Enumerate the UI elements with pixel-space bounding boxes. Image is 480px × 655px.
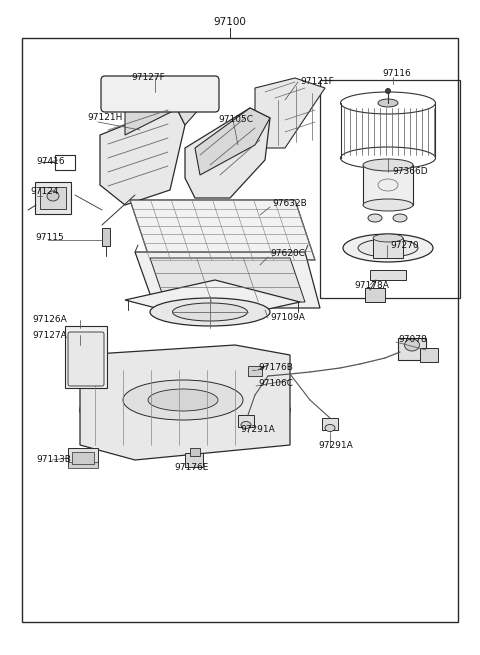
Polygon shape xyxy=(185,108,270,198)
Polygon shape xyxy=(125,280,300,322)
Ellipse shape xyxy=(150,298,270,326)
Bar xyxy=(68,462,98,468)
Ellipse shape xyxy=(385,88,391,94)
Bar xyxy=(248,366,262,376)
Polygon shape xyxy=(255,78,325,148)
Ellipse shape xyxy=(373,234,403,242)
Bar xyxy=(40,187,66,209)
Ellipse shape xyxy=(368,214,382,222)
Text: 97632B: 97632B xyxy=(272,200,307,208)
Bar xyxy=(102,228,110,246)
Text: 97127F: 97127F xyxy=(131,73,165,83)
Ellipse shape xyxy=(241,422,251,428)
Polygon shape xyxy=(135,252,320,308)
Bar xyxy=(68,448,98,466)
Polygon shape xyxy=(175,88,200,125)
Bar xyxy=(320,80,460,298)
Text: 97115: 97115 xyxy=(35,233,64,242)
Bar xyxy=(363,165,413,205)
Text: 97416: 97416 xyxy=(36,157,65,166)
Bar xyxy=(420,348,438,362)
Text: 97127A: 97127A xyxy=(32,331,67,339)
Text: 97121F: 97121F xyxy=(300,77,334,86)
Text: 97291A: 97291A xyxy=(318,441,353,449)
Polygon shape xyxy=(195,108,270,175)
Text: 97113B: 97113B xyxy=(36,455,71,464)
Text: 97116: 97116 xyxy=(382,69,411,77)
Polygon shape xyxy=(80,345,290,460)
Ellipse shape xyxy=(378,99,398,107)
Text: 97291A: 97291A xyxy=(240,426,275,434)
Text: 97178A: 97178A xyxy=(354,280,389,290)
Bar xyxy=(373,238,403,258)
Text: 97124: 97124 xyxy=(30,187,59,196)
Text: 97366D: 97366D xyxy=(392,168,428,176)
Text: 97126A: 97126A xyxy=(32,316,67,324)
Bar xyxy=(322,418,338,430)
Bar xyxy=(398,338,426,360)
Ellipse shape xyxy=(148,389,218,411)
Text: 97176E: 97176E xyxy=(175,464,209,472)
Bar xyxy=(365,288,385,302)
Text: 97620C: 97620C xyxy=(270,250,305,259)
Ellipse shape xyxy=(123,380,243,420)
Ellipse shape xyxy=(80,377,290,443)
Ellipse shape xyxy=(405,339,420,351)
Polygon shape xyxy=(130,200,315,260)
Ellipse shape xyxy=(358,239,418,257)
Text: 97121H: 97121H xyxy=(87,113,122,122)
FancyBboxPatch shape xyxy=(68,332,104,386)
Bar xyxy=(22,38,458,622)
Bar xyxy=(72,452,94,464)
Ellipse shape xyxy=(47,191,59,201)
Text: 97078: 97078 xyxy=(398,335,427,345)
FancyBboxPatch shape xyxy=(101,76,219,112)
Bar xyxy=(190,448,200,456)
Polygon shape xyxy=(150,258,305,302)
Text: 97270: 97270 xyxy=(390,240,419,250)
Text: 97106C: 97106C xyxy=(258,379,293,388)
Ellipse shape xyxy=(172,303,248,321)
Text: 97109A: 97109A xyxy=(270,314,305,322)
Ellipse shape xyxy=(325,424,335,432)
Polygon shape xyxy=(100,105,185,205)
Bar xyxy=(185,453,203,467)
Polygon shape xyxy=(125,88,200,135)
Bar xyxy=(238,415,254,427)
Bar xyxy=(65,326,107,388)
Ellipse shape xyxy=(363,199,413,211)
Text: 97176B: 97176B xyxy=(258,364,293,373)
Ellipse shape xyxy=(393,214,407,222)
Ellipse shape xyxy=(363,159,413,171)
Bar xyxy=(35,182,71,214)
Polygon shape xyxy=(370,270,406,280)
Ellipse shape xyxy=(343,234,433,262)
Text: 97105C: 97105C xyxy=(218,115,253,124)
Text: 97100: 97100 xyxy=(214,17,246,27)
